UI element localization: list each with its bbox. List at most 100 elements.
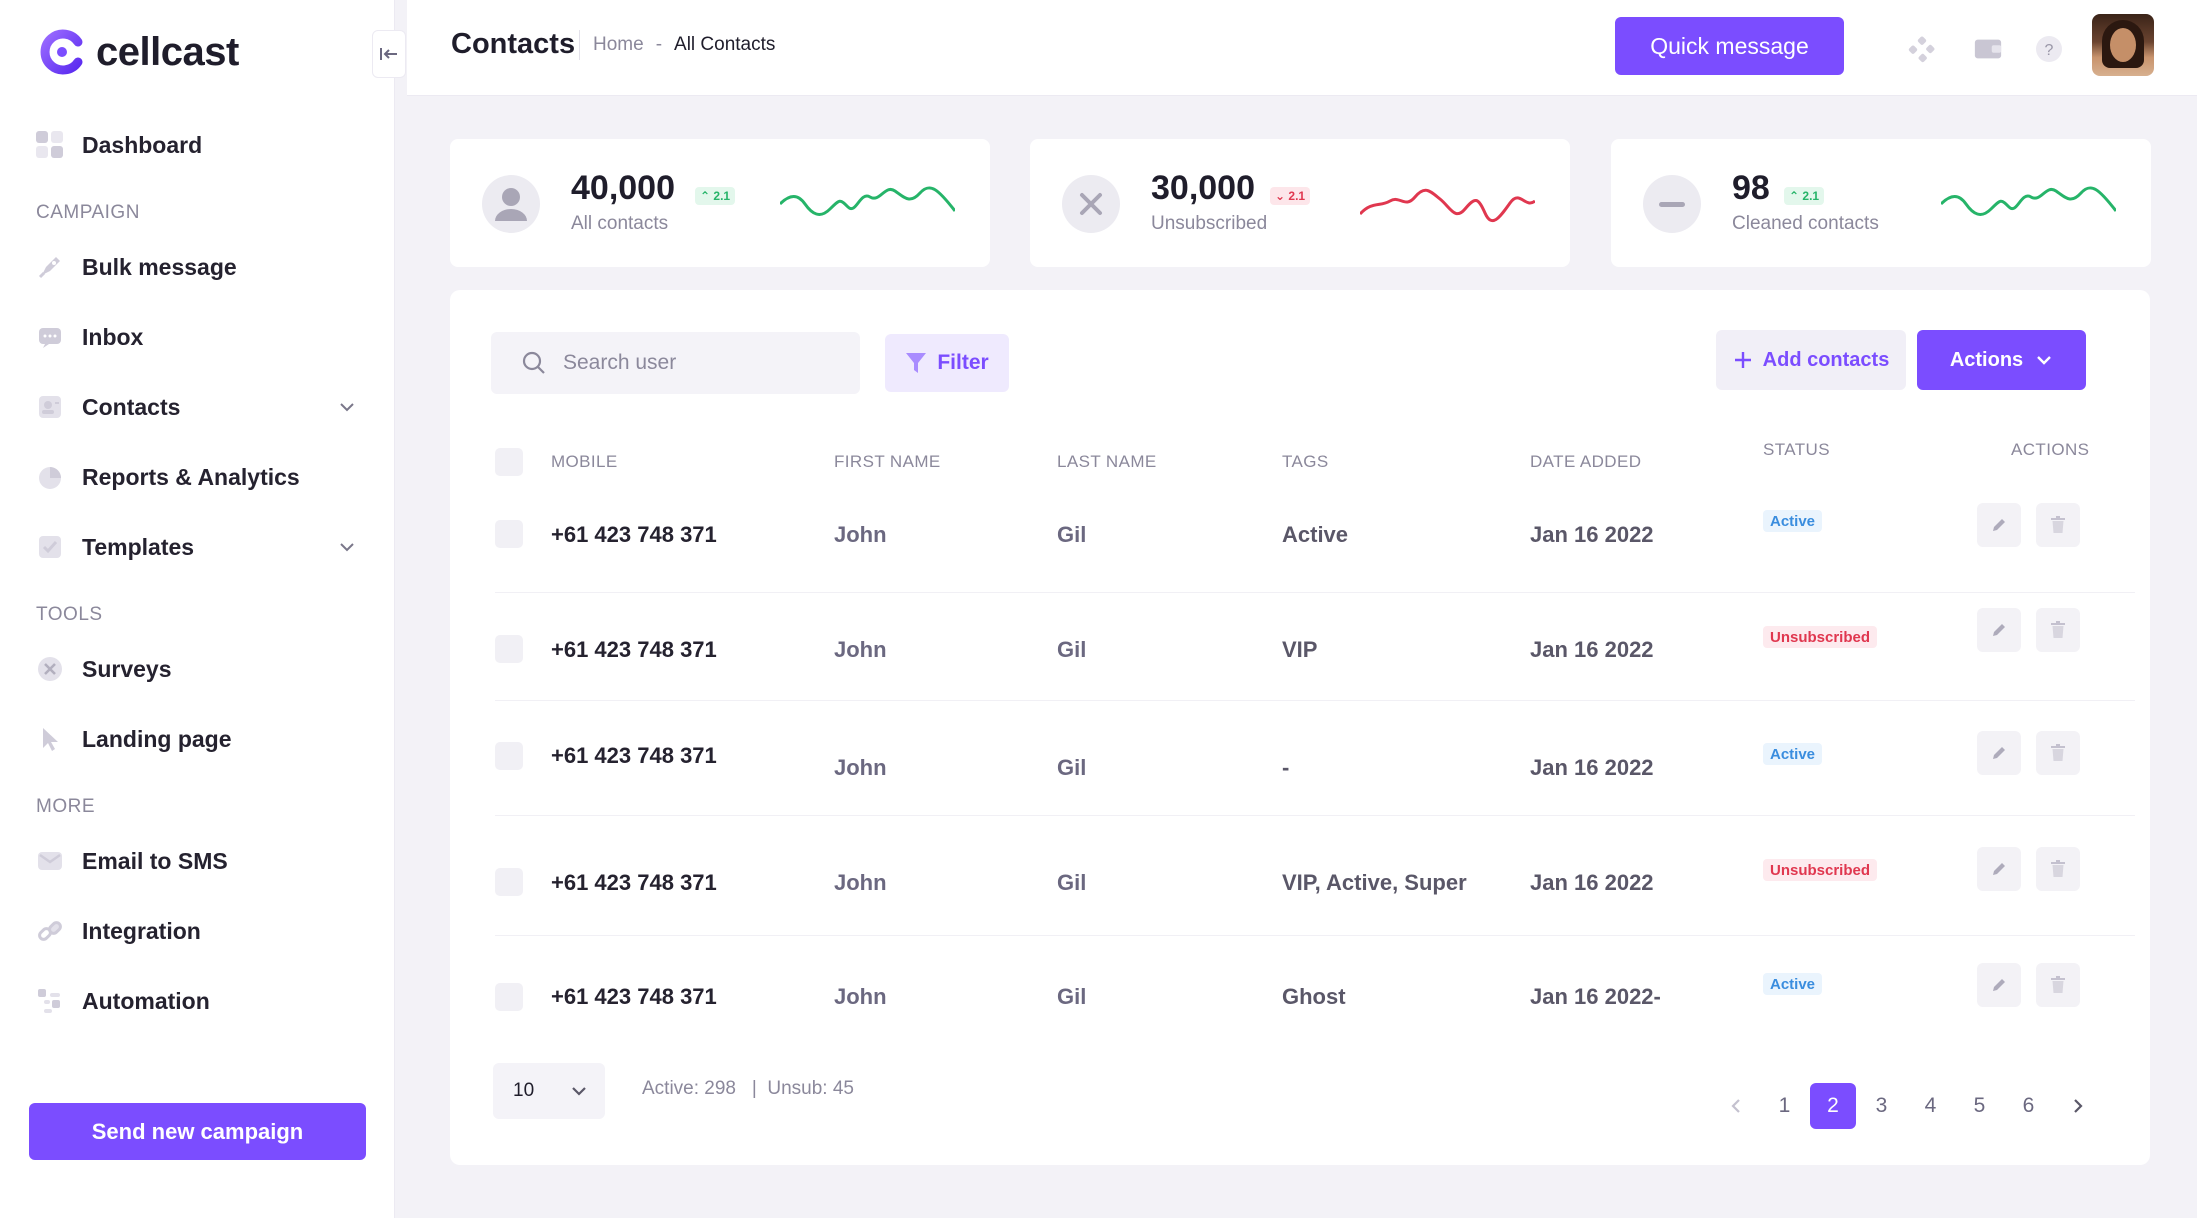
row-divider [495, 935, 2135, 936]
row-checkbox[interactable] [495, 635, 523, 663]
sidebar-item-inbox[interactable]: Inbox [36, 312, 356, 362]
row-divider [495, 815, 2135, 816]
row-checkbox[interactable] [495, 983, 523, 1011]
page-6-button[interactable]: 6 [2022, 1094, 2035, 1117]
page-2-button[interactable]: 2 [1810, 1083, 1856, 1129]
sidebar-item-email-to-sms[interactable]: Email to SMS [36, 836, 356, 886]
chevron-down-icon[interactable] [338, 397, 356, 418]
sidebar-item-landing-page[interactable]: Landing page [36, 714, 356, 764]
cell-mobile: +61 423 748 371 [551, 984, 717, 1009]
filter-button[interactable]: Filter [885, 334, 1009, 392]
page-3-button[interactable]: 3 [1875, 1094, 1888, 1117]
stat-value: 40,000 [571, 169, 675, 207]
help-icon[interactable]: ? [2034, 34, 2064, 64]
cell-last-name: Gil [1057, 637, 1087, 662]
sidebar-item-label: Reports & Analytics [82, 463, 300, 490]
edit-button[interactable] [1977, 503, 2021, 547]
cell-tags: - [1282, 755, 1290, 780]
edit-button[interactable] [1977, 608, 2021, 652]
status-badge: Active [1763, 973, 1823, 995]
delete-button[interactable] [2036, 963, 2080, 1007]
chevron-right-icon [2073, 1099, 2083, 1113]
sidebar-item-label: Landing page [82, 725, 232, 752]
delete-button[interactable] [2036, 503, 2080, 547]
prev-page-button[interactable] [1711, 1083, 1760, 1129]
sidebar-item-contacts[interactable]: Contacts [36, 382, 356, 432]
section-campaign: CAMPAIGN [36, 202, 140, 223]
sidebar-item-templates[interactable]: Templates [36, 522, 356, 572]
row-checkbox[interactable] [495, 520, 523, 548]
cell-first-name: John [834, 755, 887, 780]
column-header-mobile[interactable]: MOBILE [551, 452, 618, 471]
cell-mobile: +61 423 748 371 [551, 522, 717, 547]
contacts-icon [36, 393, 64, 421]
sidebar-item-label: Templates [82, 533, 195, 560]
column-header-status[interactable]: STATUS [1763, 440, 1830, 459]
row-checkbox[interactable] [495, 868, 523, 896]
breadcrumb-home-link[interactable]: Home [593, 34, 644, 55]
pencil-icon [1993, 979, 2005, 991]
trash-icon [2051, 976, 2065, 993]
column-header-date-added[interactable]: DATE ADDED [1530, 452, 1642, 471]
page-5-button[interactable]: 5 [1973, 1094, 1986, 1117]
edit-button[interactable] [1977, 731, 2021, 775]
rows-per-page-select[interactable]: 10 [493, 1063, 605, 1119]
trend-badge: ⌃ 2.1 [1784, 187, 1825, 205]
cell-last-name: Gil [1057, 755, 1087, 780]
cell-first-name: John [834, 870, 887, 895]
cell-mobile: +61 423 748 371 [551, 743, 717, 768]
minus-icon [1643, 175, 1701, 233]
pencil-icon [1993, 863, 2005, 875]
actions-dropdown-button[interactable]: Actions [1917, 330, 2086, 390]
column-header-tags[interactable]: TAGS [1282, 452, 1329, 471]
next-page-button[interactable] [2053, 1083, 2102, 1129]
user-avatar[interactable] [2092, 14, 2154, 76]
delete-button[interactable] [2036, 847, 2080, 891]
sidebar-item-surveys[interactable]: Surveys [36, 644, 356, 694]
send-new-campaign-button[interactable]: Send new campaign [29, 1103, 366, 1160]
search-input[interactable] [561, 350, 841, 376]
sidebar-item-label: Bulk message [82, 253, 237, 280]
add-contacts-button[interactable]: Add contacts [1716, 330, 1906, 390]
search-box[interactable] [491, 332, 860, 394]
brand-name: cellcast [96, 29, 239, 74]
page-4-button[interactable]: 4 [1924, 1094, 1937, 1117]
sidebar-item-label: Automation [82, 987, 210, 1014]
sparkline-chart [780, 186, 955, 216]
edit-button[interactable] [1977, 963, 2021, 1007]
collapse-sidebar-button[interactable] [372, 30, 406, 78]
wallet-icon[interactable] [1973, 34, 2003, 64]
brand-logo[interactable]: cellcast [38, 28, 239, 76]
row-checkbox[interactable] [495, 742, 523, 770]
cell-tags: Ghost [1282, 984, 1346, 1009]
quick-message-button[interactable]: Quick message [1615, 17, 1844, 75]
delete-button[interactable] [2036, 608, 2080, 652]
search-icon [522, 351, 545, 374]
sidebar-item-label: Inbox [82, 323, 144, 350]
top-header: Contacts Home - All Contacts Quick messa… [407, 0, 2197, 96]
page-1-button[interactable]: 1 [1778, 1094, 1791, 1117]
stat-label: All contacts [571, 213, 669, 234]
sidebar-item-automation[interactable]: Automation [36, 976, 356, 1026]
cell-first-name: John [834, 984, 887, 1009]
column-header-last-name[interactable]: LAST NAME [1057, 452, 1157, 471]
chevron-down-icon[interactable] [338, 537, 356, 558]
section-more: MORE [36, 796, 95, 817]
summary-active: Active: 298 [642, 1078, 736, 1099]
sidebar-item-dashboard[interactable]: Dashboard [36, 120, 356, 170]
column-header-first-name[interactable]: FIRST NAME [834, 452, 941, 471]
delete-button[interactable] [2036, 731, 2080, 775]
sparkline-chart [1941, 186, 2116, 216]
edit-button[interactable] [1977, 847, 2021, 891]
stat-card-all-contacts: 40,000 ⌃ 2.1 All contacts [450, 139, 990, 267]
cursor-icon [36, 725, 64, 753]
select-all-checkbox[interactable] [495, 448, 523, 476]
table-summary: Active: 298 | Unsub: 45 [642, 1078, 854, 1100]
sidebar-item-reports[interactable]: Reports & Analytics [36, 452, 356, 502]
chevron-left-icon [1730, 1099, 1740, 1113]
apps-icon[interactable] [1907, 34, 1937, 64]
sidebar-item-bulk-message[interactable]: Bulk message [36, 242, 356, 292]
sidebar-item-integration[interactable]: Integration [36, 906, 356, 956]
cell-mobile: +61 423 748 371 [551, 870, 717, 895]
breadcrumb-separator: - [655, 34, 663, 55]
